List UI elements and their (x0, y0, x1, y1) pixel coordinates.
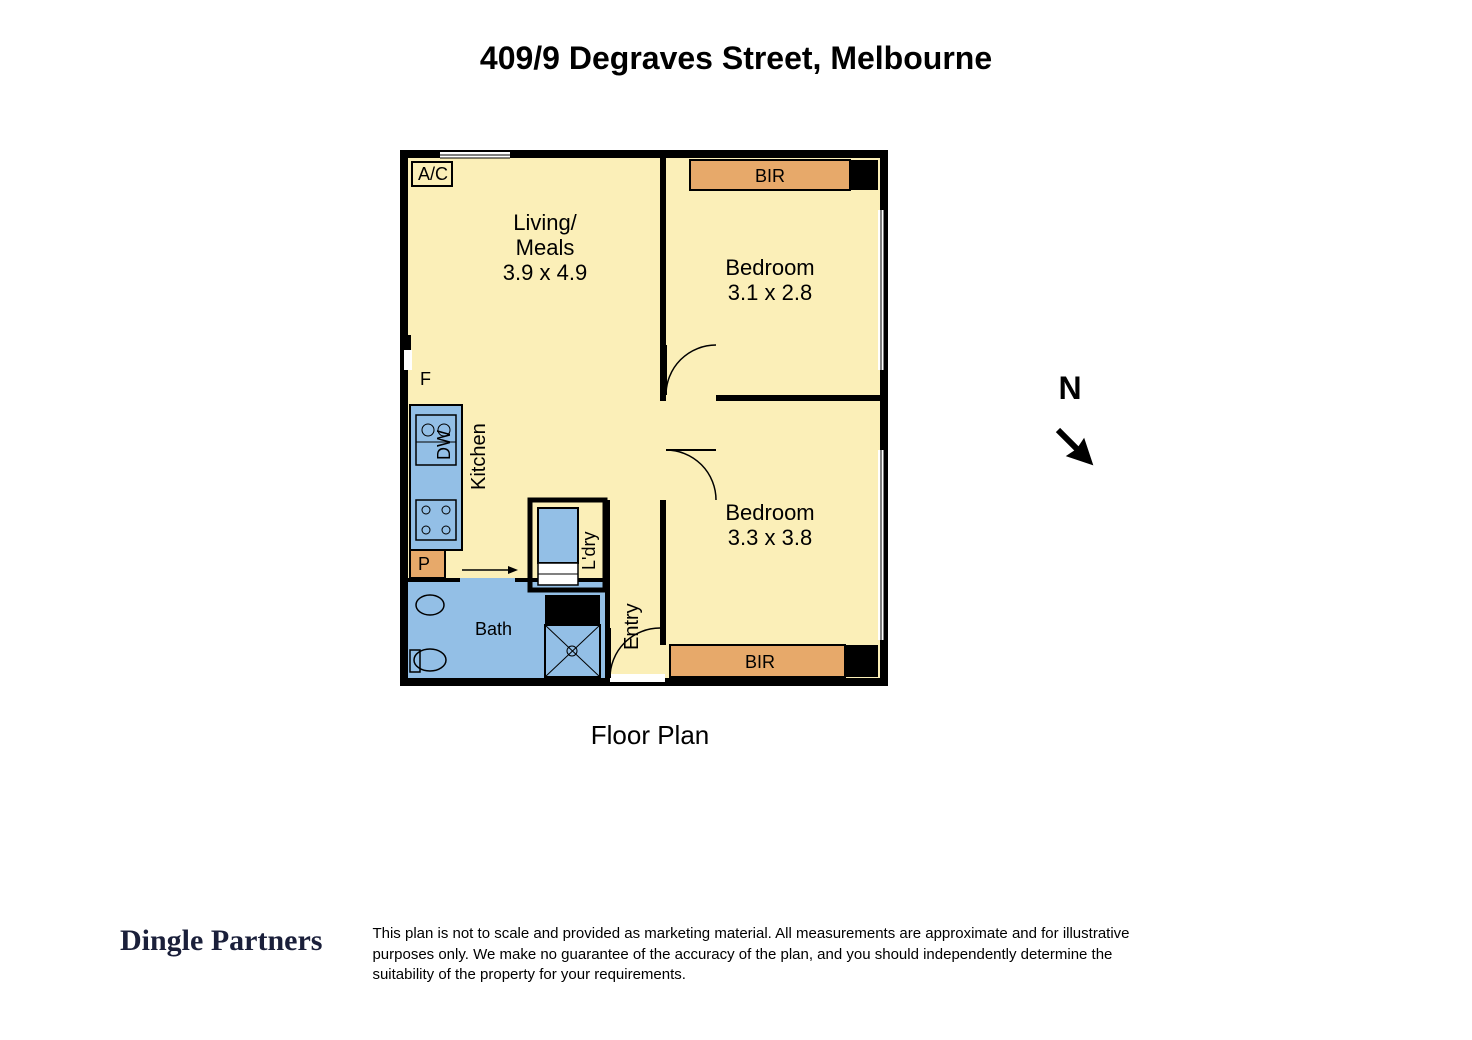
bed2-dim: 3.3 x 3.8 (728, 525, 812, 550)
footer: Dingle Partners This plan is not to scal… (120, 924, 1352, 985)
compass-arrow-icon (1035, 407, 1105, 477)
disclaimer-text: This plan is not to scale and provided a… (372, 924, 1172, 985)
floor-plan: BIR BIR A/C F DW Kitchen P Bath (400, 150, 900, 730)
bir1-label: BIR (755, 166, 785, 186)
floor-plan-caption: Floor Plan (400, 720, 900, 751)
compass-letter: N (1010, 370, 1130, 407)
ac-label: A/C (418, 164, 448, 184)
bir2-label: BIR (745, 652, 775, 672)
entry-label: Entry (621, 603, 643, 650)
compass: N (1010, 370, 1130, 490)
page-title: 409/9 Degraves Street, Melbourne (0, 40, 1472, 77)
living-label2: Meals (516, 235, 575, 260)
floor-plan-svg: BIR BIR A/C F DW Kitchen P Bath (400, 150, 900, 710)
kitchen-label: Kitchen (468, 423, 490, 490)
ldry-label: L'dry (579, 532, 599, 570)
bath-label: Bath (475, 619, 512, 639)
bed2-label: Bedroom (725, 500, 814, 525)
f-label: F (420, 369, 431, 389)
bed1-dim: 3.1 x 2.8 (728, 280, 812, 305)
dw-label: DW (434, 430, 454, 460)
living-dim: 3.9 x 4.9 (503, 260, 587, 285)
living-label1: Living/ (513, 210, 577, 235)
p-label: P (418, 554, 430, 574)
brand-logo: Dingle Partners (120, 924, 322, 958)
bed1-label: Bedroom (725, 255, 814, 280)
